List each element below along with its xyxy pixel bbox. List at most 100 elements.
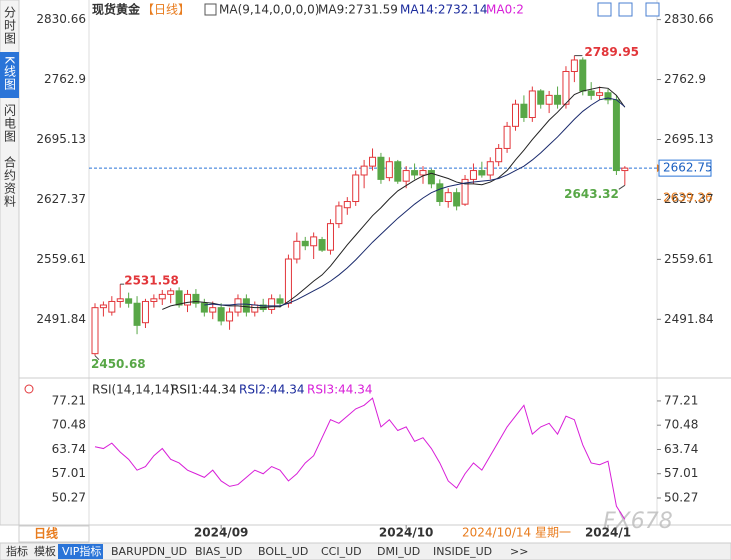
annotation-leader (94, 355, 100, 361)
x-tick-label: 2024/09 (194, 526, 248, 540)
x-tick-label: 2024/10 (379, 526, 433, 540)
candle-body (537, 90, 545, 105)
y-tick-label: 2559.61 (664, 252, 714, 266)
tab-selected (58, 544, 103, 559)
legend-entry: MA14:2732.14 (400, 3, 488, 17)
candle-body (377, 156, 385, 180)
candle-body (503, 125, 511, 149)
annotation-leader (618, 184, 626, 190)
candle-body (596, 92, 604, 96)
candle-body (318, 239, 326, 251)
rsi-line (94, 397, 626, 520)
candle-body (545, 94, 553, 105)
icon[interactable] (618, 2, 633, 17)
y-tick-label: 2830.66 (664, 12, 714, 26)
left-tab[interactable]: K线图 (3, 56, 17, 91)
annotation: 2789.95 (584, 45, 639, 59)
legend-entry: RSI1:44.34 (171, 383, 237, 397)
candle-body (242, 298, 250, 313)
last-price-label: 2662.75 (663, 161, 713, 175)
settings-icon[interactable] (24, 384, 34, 394)
candle-body (402, 170, 410, 182)
candle-body (301, 240, 309, 247)
bottom-tab[interactable]: VIP指标 (62, 544, 101, 558)
candle-body (125, 298, 133, 304)
bottom-tab[interactable]: >> (510, 545, 528, 558)
bottom-tab[interactable]: INSIDE_UD (433, 545, 492, 558)
candle-body (150, 298, 158, 302)
candle-body (108, 300, 116, 313)
y-tick-label: 50.27 (52, 491, 86, 505)
candle-body (478, 170, 486, 176)
candle-body (310, 236, 318, 247)
bottom-toolbar (0, 542, 731, 560)
period-button-label[interactable]: 日线 (34, 526, 58, 541)
y-tick-label: 2762.9 (664, 72, 706, 86)
candle-body (167, 290, 175, 295)
legend-entry: RSI3:44.34 (307, 383, 373, 397)
candle-body (394, 161, 402, 182)
candle-body (141, 300, 149, 324)
candle-body (251, 304, 259, 313)
legend-entry: MA0:2 (486, 3, 524, 17)
left-tab[interactable]: 分时图 (3, 6, 17, 45)
cursor-date: 2024/10/14 星期一 (462, 526, 571, 540)
candle-body (352, 174, 360, 203)
candle-body (192, 293, 200, 304)
legend-entry: MA9:2731.59 (318, 3, 398, 17)
y-tick-label: 2627.37 (36, 192, 86, 206)
y-tick-label: 57.01 (52, 466, 86, 480)
candle-body (209, 307, 217, 313)
bottom-tab[interactable]: BARUPDN_UD (111, 545, 187, 558)
bottom-tab[interactable]: BIAS_UD (195, 545, 242, 558)
candle-body (570, 59, 578, 72)
x-tick-label: 2024/1 (585, 526, 631, 540)
ref-price-label: 2639.26 (663, 190, 713, 204)
candle-body (427, 170, 435, 185)
period-button[interactable] (18, 525, 90, 543)
rsi-title: RSI(14,14,14) (92, 383, 174, 397)
indicator: MA(9,14,0,0,0,0) (219, 3, 319, 17)
candle-body (133, 302, 141, 326)
annotation: 2643.32 (564, 187, 619, 201)
y-tick-label: 2830.66 (36, 12, 86, 26)
icon[interactable] (645, 2, 660, 17)
y-tick-label: 77.21 (664, 393, 698, 407)
candle-body (326, 223, 334, 251)
bottom-tab[interactable]: DMI_UD (377, 545, 420, 558)
legend-entry: RSI2:44.34 (239, 383, 305, 397)
candle-body (411, 170, 419, 176)
symbol: 现货黄金 (92, 2, 141, 17)
y-tick-label: 63.74 (52, 442, 86, 456)
candle-body (512, 103, 519, 127)
candle-body (579, 59, 587, 92)
annotation: 2450.68 (91, 357, 146, 371)
candle-body (486, 161, 494, 176)
candle-body (587, 90, 595, 96)
bottom-tab[interactable]: CCI_UD (321, 545, 362, 558)
candle-body (369, 156, 377, 167)
left-tab[interactable]: 合约资料 (3, 155, 17, 208)
y-tick-label: 2559.61 (36, 252, 86, 266)
candle-body (562, 70, 570, 105)
icon[interactable] (204, 3, 217, 16)
y-tick-label: 70.48 (52, 418, 86, 432)
candle-body (554, 94, 562, 105)
candle-body (343, 201, 351, 209)
left-tab[interactable]: 闪电图 (3, 104, 17, 143)
last-price-box (658, 159, 712, 177)
y-tick-label: 2491.84 (36, 312, 86, 326)
bottom-tab[interactable]: 模板 (34, 544, 56, 558)
y-tick-label: 70.48 (664, 418, 698, 432)
y-tick-label: 63.74 (664, 442, 698, 456)
ma-line (162, 86, 626, 310)
icon[interactable] (597, 2, 612, 17)
ma-line (204, 97, 626, 307)
bottom-tab[interactable]: 指标 (6, 544, 28, 558)
y-tick-label: 57.01 (664, 466, 698, 480)
bottom-tab[interactable]: BOLL_UD (258, 545, 308, 558)
candle-body (116, 298, 124, 302)
period: 【日线】 (142, 3, 190, 17)
candle-body (360, 165, 368, 176)
y-tick-label: 77.21 (52, 393, 86, 407)
